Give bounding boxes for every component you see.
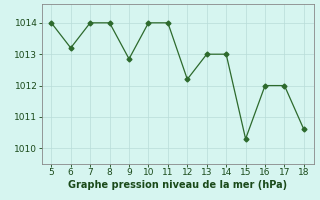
X-axis label: Graphe pression niveau de la mer (hPa): Graphe pression niveau de la mer (hPa) [68,180,287,190]
